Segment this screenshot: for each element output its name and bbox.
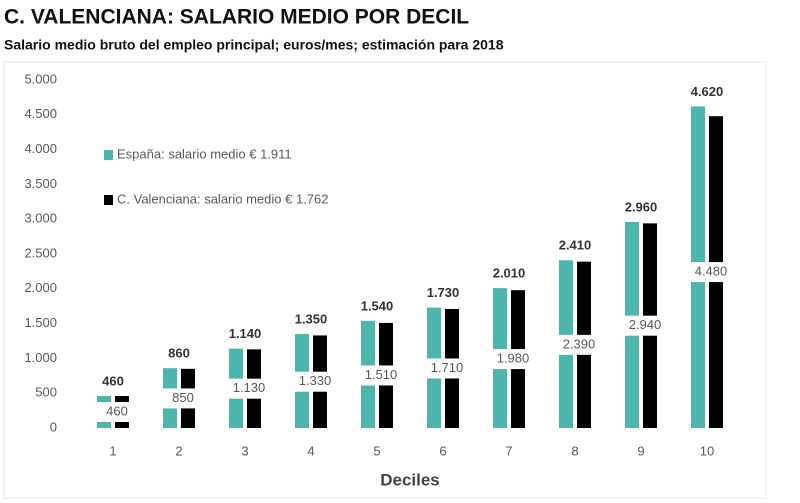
value-label: 4.620 [691, 84, 724, 99]
value-label: 1.130 [233, 380, 266, 395]
legend-swatch [104, 150, 113, 160]
value-label: 2.010 [493, 266, 526, 281]
value-label-box [228, 378, 270, 399]
value-label-box [96, 401, 138, 422]
y-tick-label: 0 [50, 419, 57, 434]
y-tick-label: 500 [35, 385, 57, 400]
legend-label: C. Valenciana: salario medio € 1.762 [117, 191, 329, 206]
value-label: 860 [168, 346, 190, 361]
value-label: 2.410 [559, 238, 592, 253]
value-label-box [558, 334, 600, 355]
plot-frame [3, 61, 767, 499]
y-tick-label: 1.000 [24, 350, 57, 365]
chart-subtitle: Salario medio bruto del empleo principal… [4, 37, 504, 53]
value-label: 1.510 [365, 367, 398, 382]
value-label: 1.540 [361, 298, 394, 313]
value-label-box [492, 349, 534, 370]
x-tick-label: 1 [109, 443, 116, 458]
x-tick-label: 5 [373, 443, 380, 458]
x-tick-label: 8 [571, 443, 578, 458]
x-tick-label: 6 [439, 443, 446, 458]
value-label: 1.730 [427, 285, 460, 300]
x-axis-label: Deciles [380, 470, 440, 489]
y-tick-label: 3.500 [24, 176, 57, 191]
y-tick-label: 4.500 [24, 106, 57, 121]
x-tick-label: 2 [175, 443, 182, 458]
y-tick-label: 4.000 [24, 141, 57, 156]
value-label-box [624, 315, 666, 336]
x-tick-label: 9 [637, 443, 644, 458]
y-tick-label: 5.000 [24, 71, 57, 86]
value-label: 460 [106, 403, 128, 418]
value-label: 850 [172, 390, 194, 405]
value-label: 1.350 [295, 311, 328, 326]
value-label: 1.140 [229, 326, 262, 341]
y-tick-label: 1.500 [24, 315, 57, 330]
x-tick-label: 3 [241, 443, 248, 458]
value-label-box [294, 371, 336, 392]
x-tick-label: 10 [700, 443, 714, 458]
legend-swatch [104, 195, 113, 205]
y-tick-label: 3.000 [24, 211, 57, 226]
value-label-box [690, 262, 732, 283]
value-label: 1.330 [299, 373, 332, 388]
value-label-box [360, 365, 402, 386]
chart-title: C. VALENCIANA: SALARIO MEDIO POR DECIL [4, 6, 469, 29]
value-label: 2.960 [625, 199, 658, 214]
y-tick-label: 2.000 [24, 280, 57, 295]
x-tick-label: 4 [307, 443, 314, 458]
legend-label: España: salario medio € 1.911 [117, 146, 292, 161]
value-label: 1.710 [431, 360, 464, 375]
value-label-box [426, 358, 468, 379]
value-label: 2.390 [563, 336, 596, 351]
y-tick-label: 2.500 [24, 245, 57, 260]
x-tick-label: 7 [505, 443, 512, 458]
value-label: 2.940 [629, 317, 662, 332]
value-label-box [162, 388, 204, 409]
value-label: 1.980 [497, 351, 530, 366]
value-label: 4.480 [695, 264, 728, 279]
value-label: 460 [102, 373, 124, 388]
